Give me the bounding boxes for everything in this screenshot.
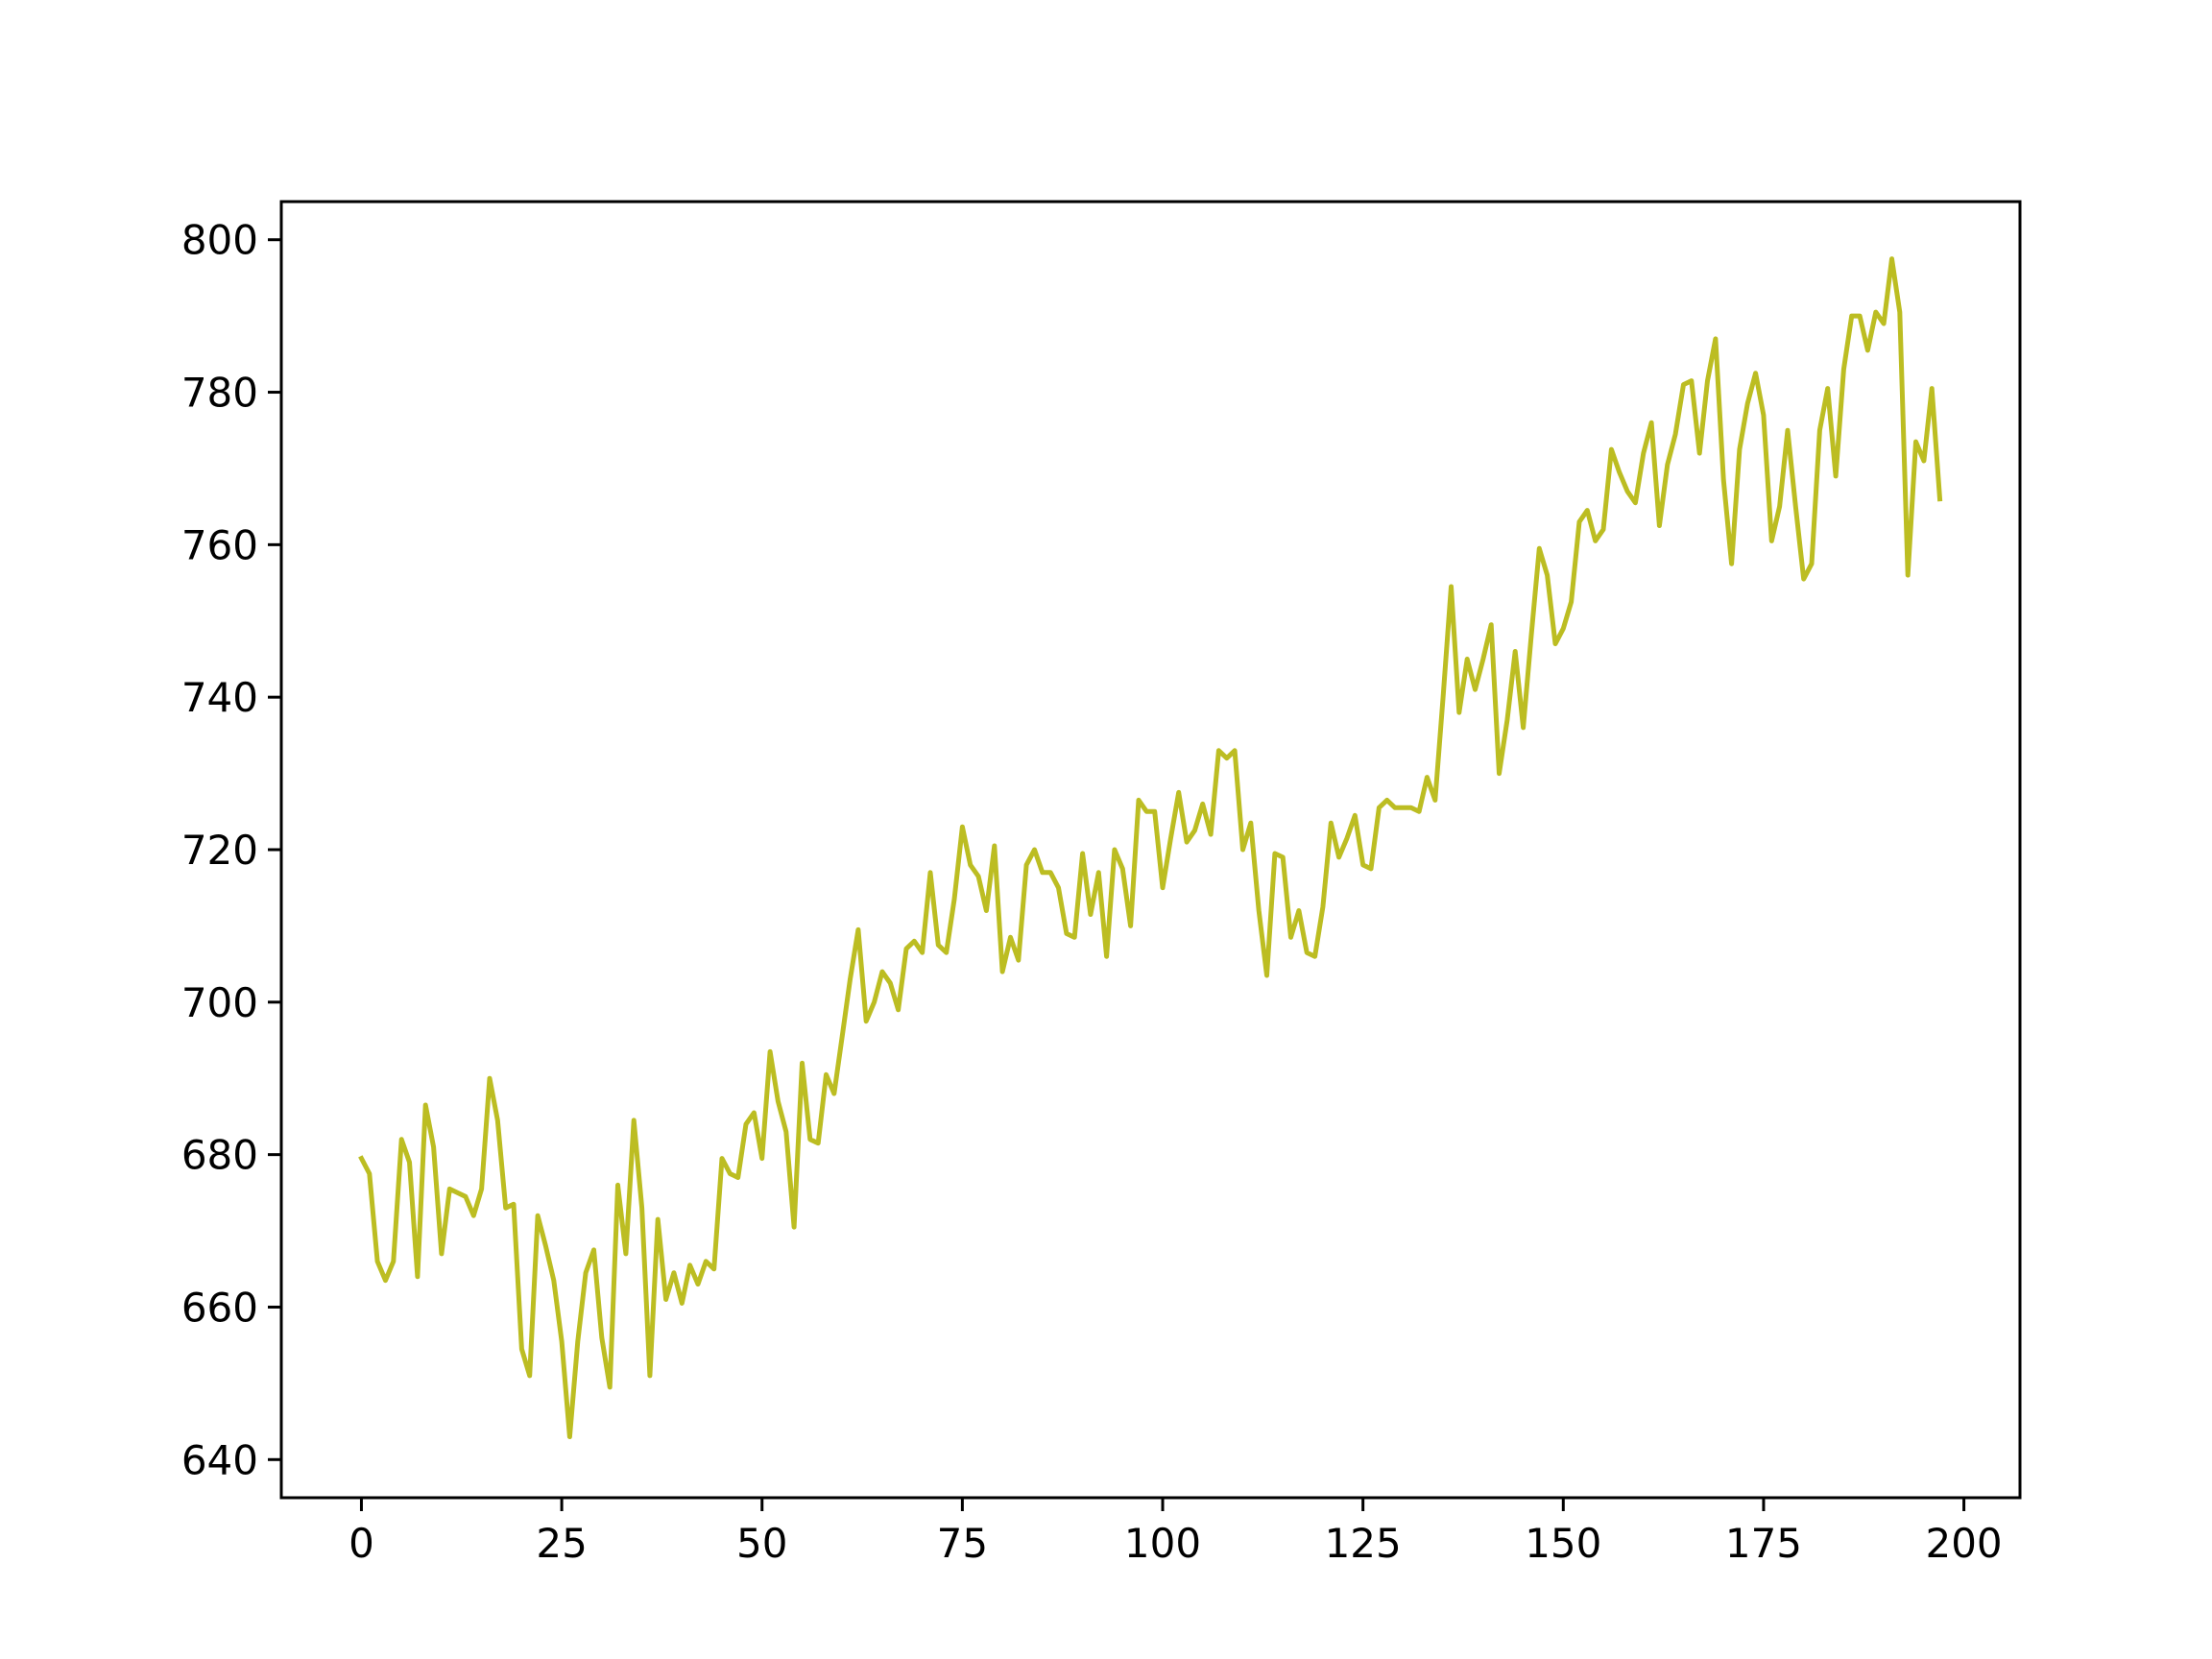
x-tick-label: 25 xyxy=(536,1520,587,1567)
y-tick-label: 680 xyxy=(181,1132,258,1179)
y-tick-label: 740 xyxy=(181,674,258,721)
axis-ticks: 0 25 50 75 100 125 150 175 200 640 660 680 700 720 740… xyxy=(181,217,2003,1567)
y-tick-label: 800 xyxy=(181,217,258,264)
x-tick-label: 50 xyxy=(736,1520,787,1567)
x-tick-label: 200 xyxy=(1925,1520,2002,1567)
y-tick-label: 700 xyxy=(181,979,258,1026)
x-tick-label: 150 xyxy=(1525,1520,1601,1567)
y-tick-label: 780 xyxy=(181,370,258,417)
y-tick-label: 760 xyxy=(181,521,258,568)
y-tick-label: 640 xyxy=(181,1436,258,1483)
y-tick-label: 720 xyxy=(181,827,258,874)
x-tick-label: 125 xyxy=(1325,1520,1402,1567)
axes-frame xyxy=(279,200,2022,1500)
x-tick-label: 100 xyxy=(1124,1520,1201,1567)
x-tick-label: 75 xyxy=(937,1520,988,1567)
x-tick-label: 175 xyxy=(1725,1520,1802,1567)
series-line-0 xyxy=(358,256,1943,1439)
x-tick-label: 0 xyxy=(349,1520,374,1567)
series-layer xyxy=(358,256,1943,1439)
y-tick-label: 660 xyxy=(181,1284,258,1331)
